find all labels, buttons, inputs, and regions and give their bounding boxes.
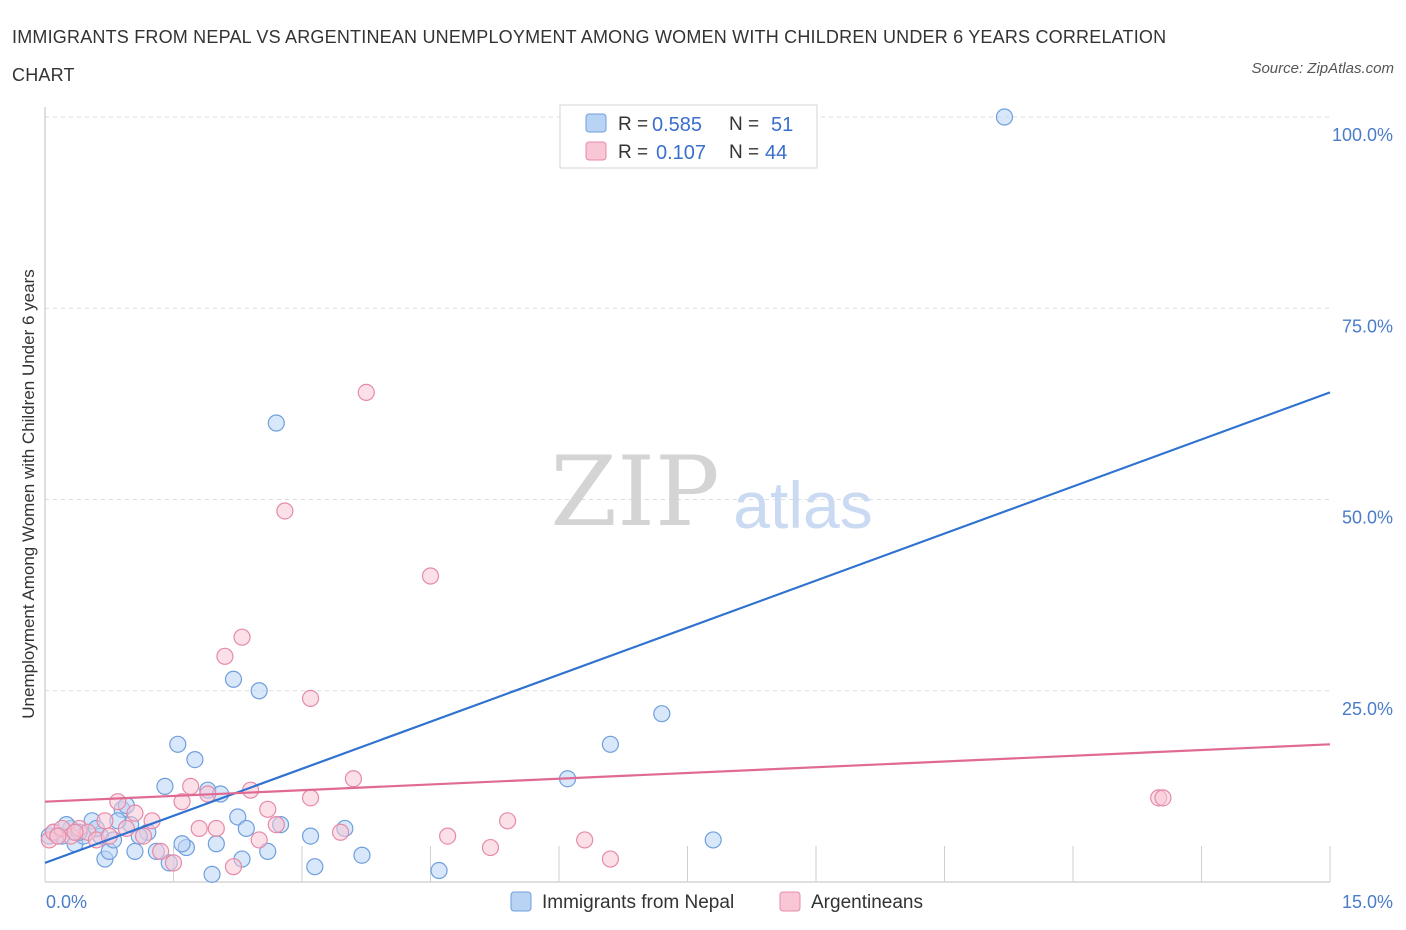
trend-line-0 — [44, 391, 1331, 864]
data-point — [301, 789, 320, 807]
series-points-1 — [40, 383, 1172, 876]
stats-row-nepal: R = 0.585 N = 51 — [585, 113, 793, 136]
data-point — [203, 865, 221, 883]
data-point — [224, 858, 243, 876]
data-point — [229, 808, 247, 826]
data-point — [224, 670, 243, 688]
data-point — [481, 838, 500, 857]
data-point — [301, 689, 320, 708]
n-value: 44 — [765, 142, 787, 164]
legend-label-argentineans: Argentineans — [811, 892, 923, 913]
chart-source: Source: ZipAtlas.com — [1251, 60, 1394, 77]
data-point — [276, 502, 294, 520]
data-point — [267, 816, 285, 834]
data-point — [216, 647, 234, 665]
trend-line-1 — [44, 743, 1331, 803]
data-point — [421, 567, 440, 585]
legend-swatch-argentineans — [779, 891, 801, 912]
r-value: 0.107 — [656, 142, 706, 164]
data-point — [207, 819, 225, 838]
data-point — [301, 827, 320, 845]
data-point — [207, 835, 225, 853]
data-point — [439, 827, 457, 845]
x-tick-label: 15.0% — [1342, 892, 1393, 912]
chart-title: IMMIGRANTS FROM NEPAL VS ARGENTINEAN UNE… — [12, 27, 1167, 85]
data-points — [40, 108, 1172, 883]
axes — [44, 107, 1331, 883]
y-tick-labels: 25.0% 50.0% 75.0% 100.0% — [1332, 125, 1393, 719]
legend-swatch-nepal — [585, 113, 607, 133]
data-point — [1154, 789, 1172, 807]
data-point — [156, 777, 174, 795]
n-label: N = — [729, 142, 759, 163]
data-point — [331, 823, 350, 841]
r-label: R = — [618, 114, 648, 135]
data-point — [995, 108, 1014, 126]
data-point — [96, 812, 114, 830]
y-tick-label: 75.0% — [1342, 316, 1393, 336]
legend-swatch-nepal — [510, 891, 532, 912]
stats-row-argentineans: R = 0.107 N = 44 — [585, 141, 787, 164]
data-point — [357, 383, 375, 401]
data-point — [49, 827, 67, 845]
data-point — [250, 682, 268, 700]
grid-lines — [45, 116, 1330, 692]
data-point — [259, 842, 277, 861]
n-value: 51 — [771, 114, 793, 136]
watermark-zip: ZIP — [550, 436, 719, 548]
data-point — [152, 842, 170, 861]
series-legend: Immigrants from Nepal Argentineans — [510, 891, 923, 913]
y-axis-title: Unemployment Among Women with Children U… — [19, 269, 38, 718]
data-point — [653, 705, 671, 723]
stats-legend: R = 0.585 N = 51 R = 0.107 N = 44 — [559, 104, 818, 169]
n-label: N = — [729, 114, 759, 135]
data-point — [173, 793, 191, 811]
watermark: ZIP atlas — [550, 436, 872, 548]
x-tick-label: 0.0% — [46, 892, 87, 912]
data-point — [306, 858, 324, 876]
y-tick-label: 25.0% — [1342, 699, 1393, 719]
data-point — [134, 827, 153, 845]
data-point — [190, 819, 208, 838]
r-value: 0.585 — [652, 114, 702, 136]
data-point — [601, 850, 620, 868]
data-point — [126, 804, 144, 822]
data-point — [66, 823, 84, 841]
trend-lines — [44, 391, 1331, 864]
data-point — [601, 735, 620, 753]
y-tick-label: 100.0% — [1332, 125, 1393, 145]
data-point — [499, 812, 517, 830]
data-point — [344, 770, 362, 788]
data-point — [237, 819, 255, 838]
data-point — [173, 835, 191, 853]
y-tick-label: 50.0% — [1342, 508, 1393, 528]
data-point — [233, 628, 251, 646]
data-point — [186, 750, 204, 769]
data-point — [164, 854, 183, 872]
data-point — [430, 861, 448, 880]
data-point — [126, 842, 144, 861]
legend-label-nepal: Immigrants from Nepal — [542, 892, 734, 913]
data-point — [259, 800, 277, 818]
data-point — [250, 831, 268, 849]
data-point — [182, 777, 200, 795]
x-tick-labels: 0.0% 15.0% — [46, 892, 1393, 912]
data-point — [267, 414, 285, 432]
data-point — [704, 831, 722, 849]
r-label: R = — [618, 142, 648, 163]
data-point — [353, 846, 371, 864]
data-point — [109, 793, 127, 811]
data-point — [576, 831, 594, 849]
watermark-atlas: atlas — [733, 468, 872, 542]
data-point — [169, 735, 187, 753]
legend-swatch-argentineans — [585, 141, 607, 161]
